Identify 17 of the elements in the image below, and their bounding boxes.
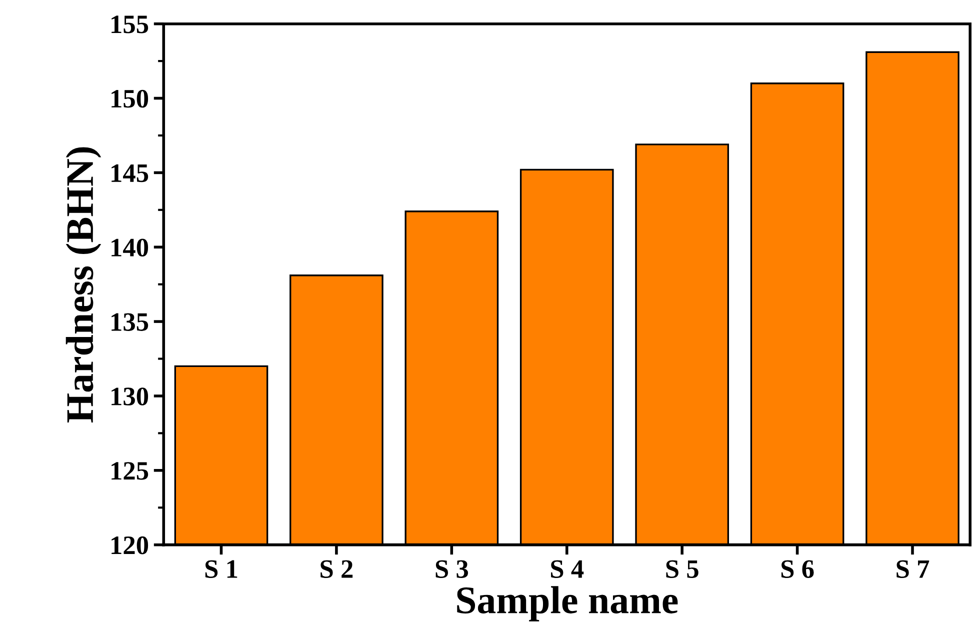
- x-axis-title: Sample name: [457, 586, 678, 622]
- y-tick-label: 130: [112, 388, 148, 406]
- y-tick-label: 135: [112, 313, 148, 331]
- x-tick-label: S 7: [896, 560, 930, 578]
- x-tick-label: S 5: [666, 560, 698, 578]
- x-tick-label: S 2: [320, 560, 353, 578]
- y-tick-label: 150: [112, 90, 148, 108]
- x-tick-label: S 3: [436, 560, 468, 578]
- y-tick-label: 125: [112, 462, 148, 480]
- y-tick-label: 120: [112, 536, 148, 554]
- x-tick-label: S 6: [781, 560, 814, 578]
- x-tick-label: S 1: [205, 560, 238, 578]
- y-axis-title: Hardness (BHN): [66, 147, 102, 422]
- y-tick-label: 140: [112, 238, 148, 257]
- y-tick-label: 155: [112, 16, 148, 34]
- y-tick-label: 145: [112, 164, 148, 182]
- x-tick-label: S 4: [551, 560, 584, 578]
